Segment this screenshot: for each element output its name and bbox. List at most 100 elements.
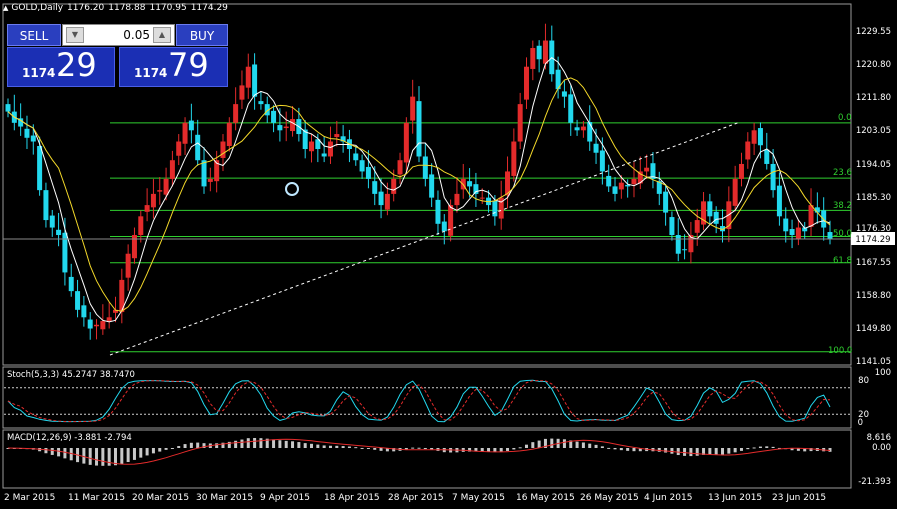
macd-bar <box>796 448 800 451</box>
candle-body <box>738 163 744 179</box>
bid-price-tile[interactable]: 1174 29 <box>7 46 115 87</box>
candle-body <box>138 216 144 236</box>
macd-bar <box>493 448 497 453</box>
candle-body <box>75 291 81 310</box>
macd-bar <box>310 443 314 448</box>
candle-body <box>454 193 460 206</box>
ohlc-low: 1170.95 <box>149 3 187 13</box>
candle-body <box>675 235 681 254</box>
candle-body <box>587 122 593 142</box>
macd-bar <box>50 448 54 455</box>
candle-body <box>271 110 277 123</box>
macd-bar <box>183 444 187 448</box>
macd-bar <box>607 447 611 449</box>
collapse-arrow-icon[interactable]: ▲ <box>3 4 9 12</box>
candle-body <box>150 193 156 208</box>
macd-bar <box>727 448 731 454</box>
macd-bar <box>487 448 491 452</box>
candle-body <box>334 134 340 138</box>
macd-bar <box>246 438 250 448</box>
macd-bar <box>316 444 320 448</box>
candle-body <box>327 141 333 157</box>
candle-body <box>384 193 390 210</box>
buy-button[interactable]: BUY <box>176 24 228 46</box>
candle-body <box>574 127 580 131</box>
macd-bar <box>88 448 92 465</box>
price-axis-label: 1229.55 <box>855 27 891 37</box>
macd-bar <box>733 448 737 453</box>
candle-body <box>144 205 150 212</box>
candle-body <box>745 141 751 160</box>
macd-bar <box>341 446 345 448</box>
candle-body <box>309 141 315 152</box>
price-axis-label: 1149.80 <box>855 324 891 334</box>
macd-bar <box>752 447 756 449</box>
stoch-axis-label: 20 <box>858 410 869 420</box>
stoch-main-line <box>7 379 831 423</box>
bid-price-prefix: 1174 <box>22 66 56 80</box>
candle-body <box>783 218 789 232</box>
macd-bar <box>335 445 339 448</box>
macd-bar <box>379 448 383 451</box>
macd-bar <box>164 448 168 450</box>
macd-bar <box>626 448 630 451</box>
macd-bar <box>265 438 269 448</box>
candle-body <box>435 199 441 224</box>
ask-price-tile[interactable]: 1174 79 <box>119 46 228 87</box>
candle-body <box>403 122 409 163</box>
candle-body <box>770 163 776 191</box>
macd-bar <box>215 443 219 448</box>
macd-bar <box>714 448 718 455</box>
macd-bar <box>670 448 674 454</box>
macd-bar <box>303 443 307 448</box>
candle-body <box>94 324 100 327</box>
sell-button[interactable]: SELL <box>7 24 61 46</box>
macd-bar <box>430 448 434 450</box>
macd-bar <box>411 447 415 449</box>
lot-increase-icon[interactable]: ▲ <box>153 27 171 43</box>
macd-bar <box>57 448 61 457</box>
candle-body <box>814 207 820 213</box>
date-label: 23 Jun 2015 <box>772 493 827 503</box>
date-label: 16 May 2015 <box>516 493 575 503</box>
moving-averages <box>7 57 831 323</box>
candle-body <box>18 118 24 127</box>
candle-body <box>195 134 201 161</box>
candle-body <box>599 150 605 172</box>
candle-body <box>732 178 738 206</box>
candle-body <box>220 141 226 158</box>
candle-body <box>536 45 542 60</box>
macd-bar <box>777 447 781 449</box>
macd-axis-label: -21.393 <box>858 477 891 487</box>
symbol-label: GOLD,Daily <box>11 3 64 13</box>
macd-bar <box>278 440 282 448</box>
macd-bar <box>240 439 244 448</box>
lot-decrease-icon[interactable]: ▼ <box>66 27 84 43</box>
candle-body <box>119 279 125 313</box>
candle-body <box>441 221 447 232</box>
macd-bar <box>480 448 484 452</box>
macd-bar <box>758 446 762 448</box>
candle-body <box>340 136 346 142</box>
chart-header: ▲ GOLD,Daily 1176.20 1178.88 1170.95 1174.29 <box>3 3 232 13</box>
date-label: 28 Apr 2015 <box>388 493 444 503</box>
macd-bar <box>550 438 554 448</box>
stoch-axis-label: 0 <box>857 418 863 428</box>
candle-body <box>555 69 561 90</box>
macd-bar <box>664 448 668 453</box>
candle-body <box>233 104 239 123</box>
macd-bar <box>366 448 370 449</box>
macd-bar <box>113 448 117 466</box>
macd-bar <box>202 443 206 448</box>
macd-bar <box>145 448 149 456</box>
trend-line[interactable] <box>109 121 741 356</box>
lot-size-input[interactable]: ▼ 0.05 ▲ <box>62 24 175 46</box>
candle-body <box>802 227 808 232</box>
stoch-signal-line <box>7 380 831 423</box>
candle-body <box>542 40 548 64</box>
candle-body <box>353 153 359 161</box>
candle-body <box>625 184 631 187</box>
macd-axis-label: 8.616 <box>866 433 891 443</box>
lot-size-value[interactable]: 0.05 <box>123 28 150 42</box>
